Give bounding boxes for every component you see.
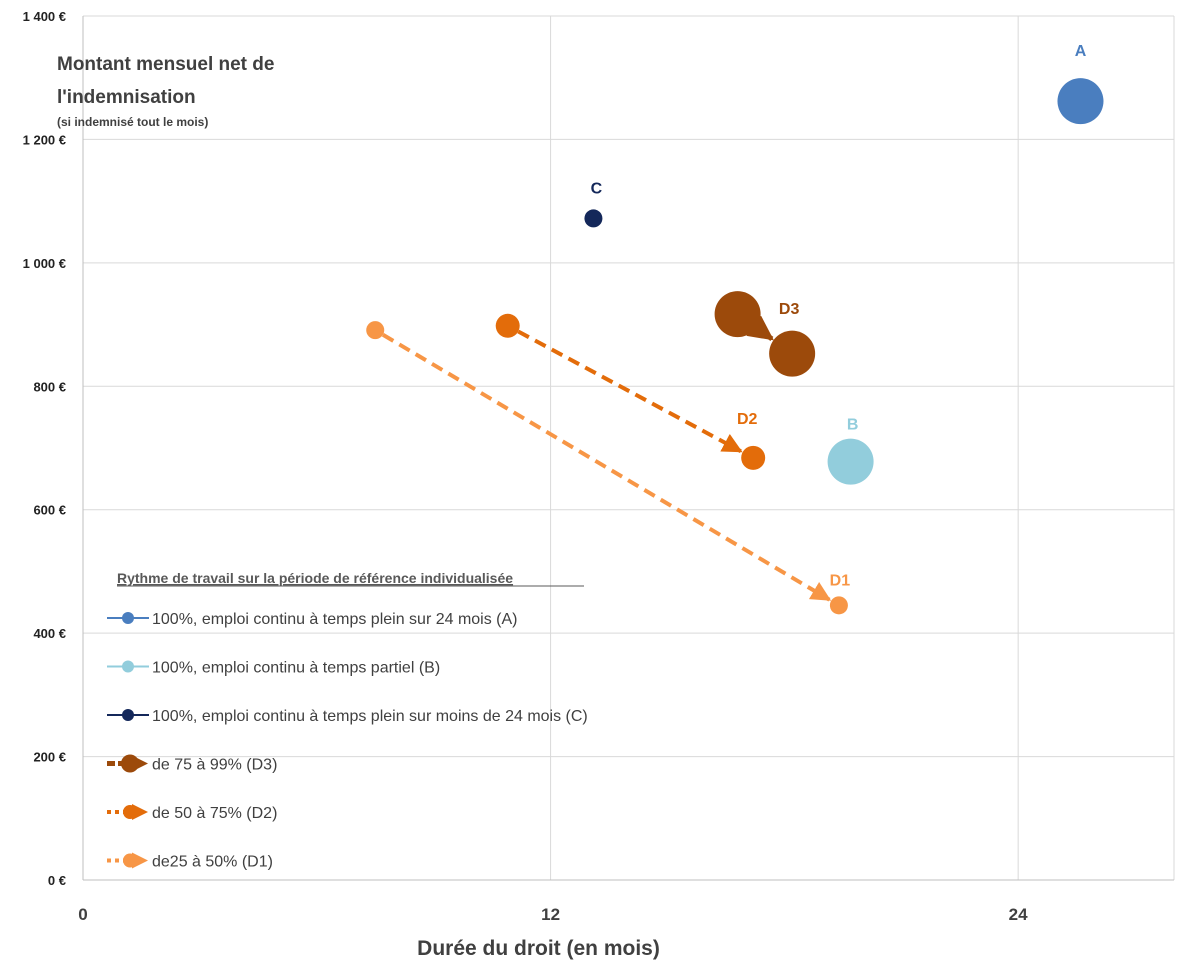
legend-swatch-marker	[123, 805, 137, 819]
legend: Rythme de travail sur la période de réfé…	[107, 570, 588, 871]
legend-entry-d1: de25 à 50% (D1)	[152, 854, 273, 871]
data-label-d3: D3	[779, 301, 800, 318]
label-layer: A B C D3 D2 D1	[591, 43, 1087, 589]
y-axis-title-line2: l'indemnisation	[57, 87, 196, 108]
point-d1-end	[829, 596, 848, 615]
legend-entry-c: 100%, emploi continu à temps plein sur m…	[152, 708, 588, 725]
y-tick-label: 1 400 €	[23, 9, 66, 24]
x-tick-label: 24	[1009, 905, 1028, 924]
x-tick-label: 12	[541, 905, 560, 924]
arrow-d3	[746, 315, 774, 341]
grid-layer	[83, 15, 1175, 880]
y-tick-label: 400 €	[33, 626, 66, 641]
legend-swatch-marker	[122, 660, 134, 673]
legend-title: Rythme de travail sur la période de réfé…	[117, 570, 513, 586]
point-b	[827, 438, 874, 485]
point-d3-end	[769, 330, 816, 377]
point-c	[584, 209, 603, 228]
y-tick-label: 600 €	[33, 503, 66, 518]
point-d1-start	[366, 321, 385, 340]
point-a	[1057, 78, 1104, 125]
data-label-c: C	[591, 180, 603, 197]
arrow-d2	[517, 329, 743, 454]
point-d2-end	[741, 445, 766, 470]
legend-swatch-marker	[122, 612, 134, 624]
y-axis-title: Montant mensuel net de	[57, 54, 274, 75]
point-d3-start	[714, 291, 761, 338]
arrow-d1	[381, 333, 832, 602]
legend-entry-a: 100%, emploi continu à temps plein sur 2…	[152, 611, 518, 628]
y-tick-label: 1 000 €	[23, 256, 66, 271]
y-tick-label: 0 €	[48, 873, 66, 888]
data-label-d2: D2	[737, 411, 758, 428]
y-tick-label: 800 €	[33, 379, 66, 394]
legend-swatch-arrowhead	[132, 852, 148, 869]
data-label-b: B	[847, 417, 859, 434]
y-axis-subtitle: (si indemnisé tout le mois)	[57, 115, 208, 129]
x-tick-label: 0	[78, 905, 87, 924]
legend-entry-d3: de 75 à 99% (D3)	[152, 757, 277, 774]
legend-entry-b: 100%, emploi continu à temps partiel (B)	[152, 660, 440, 677]
data-label-a: A	[1075, 43, 1087, 60]
legend-swatch-marker	[123, 853, 137, 868]
legend-entry-d2: de 50 à 75% (D2)	[152, 805, 277, 822]
legend-swatch-arrowhead	[132, 804, 148, 820]
legend-swatch-marker	[121, 754, 139, 773]
y-tick-label: 1 200 €	[23, 132, 66, 147]
y-tick-label: 200 €	[33, 750, 66, 765]
legend-swatch-marker	[122, 709, 134, 721]
series-layer	[366, 78, 1104, 615]
point-d2-start	[495, 313, 520, 338]
axis-layer: 0 € 200 € 400 € 600 € 800 € 1 000 € 1 200 € 1 4…	[23, 9, 1174, 960]
data-label-d1: D1	[830, 572, 851, 589]
x-axis-title: Durée du droit (en mois)	[417, 937, 660, 960]
